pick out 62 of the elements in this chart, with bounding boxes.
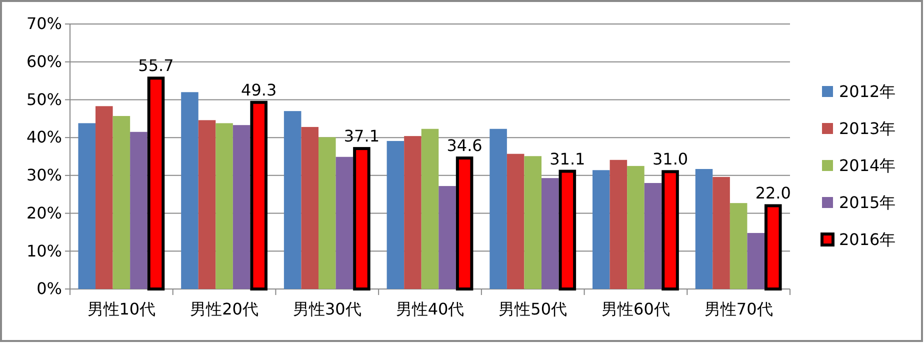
bar [336, 156, 354, 289]
y-tick-label: 60% [26, 52, 62, 71]
bar [216, 123, 233, 289]
bar [730, 203, 748, 289]
x-tick-label: 男性40代 [396, 299, 464, 318]
x-tick-label: 男性20代 [190, 299, 258, 318]
bar [301, 126, 319, 289]
bar [404, 136, 422, 289]
bar [541, 178, 559, 289]
bar [712, 176, 730, 289]
legend-label: 2012年 [839, 82, 896, 101]
data-label: 55.7 [138, 56, 174, 76]
data-label: 31.0 [652, 150, 688, 169]
y-tick-label: 40% [26, 128, 62, 147]
data-label: 34.6 [446, 136, 482, 156]
bar [456, 156, 474, 290]
bar [386, 140, 404, 289]
bar [627, 166, 644, 289]
bar [592, 170, 610, 289]
x-tick-label: 男性10代 [87, 299, 156, 318]
bar [506, 154, 524, 289]
bar [284, 111, 302, 289]
legend-label: 2013年 [839, 119, 896, 138]
bar [490, 128, 507, 289]
y-tick-label: 70% [26, 14, 62, 34]
bar [181, 92, 198, 289]
data-label: 22.0 [755, 184, 791, 203]
bar [644, 183, 662, 289]
y-tick-label: 30% [26, 166, 62, 185]
bar [524, 156, 542, 289]
legend-label: 2014年 [839, 156, 896, 175]
bar [130, 132, 148, 289]
bar [232, 125, 250, 289]
bar [764, 204, 782, 290]
y-tick-label: 20% [26, 203, 62, 222]
data-label: 49.3 [241, 80, 277, 100]
bar [250, 100, 268, 290]
bar [353, 147, 370, 290]
bar [662, 170, 679, 290]
y-tick-label: 10% [26, 241, 62, 260]
legend-label: 2015年 [839, 193, 896, 212]
bar [78, 123, 96, 289]
legend-label: 2016年 [839, 230, 896, 249]
bar [147, 76, 165, 290]
y-tick-label: 50% [26, 90, 62, 109]
x-tick-label: 男性70代 [704, 299, 773, 318]
bar [695, 168, 713, 289]
x-tick-label: 男性60代 [602, 299, 670, 318]
x-tick-label: 男性50代 [498, 299, 568, 318]
bar [747, 232, 764, 289]
bar [96, 106, 113, 289]
data-label: 37.1 [344, 126, 380, 146]
bar [198, 120, 216, 289]
bar [610, 160, 628, 289]
y-tick-label: 0% [36, 279, 62, 298]
bar [112, 116, 130, 289]
bar [421, 128, 439, 289]
bar [318, 137, 336, 289]
bar [558, 170, 576, 290]
x-tick-label: 男性30代 [292, 299, 362, 318]
bar [438, 186, 456, 289]
data-label: 31.1 [550, 149, 586, 168]
